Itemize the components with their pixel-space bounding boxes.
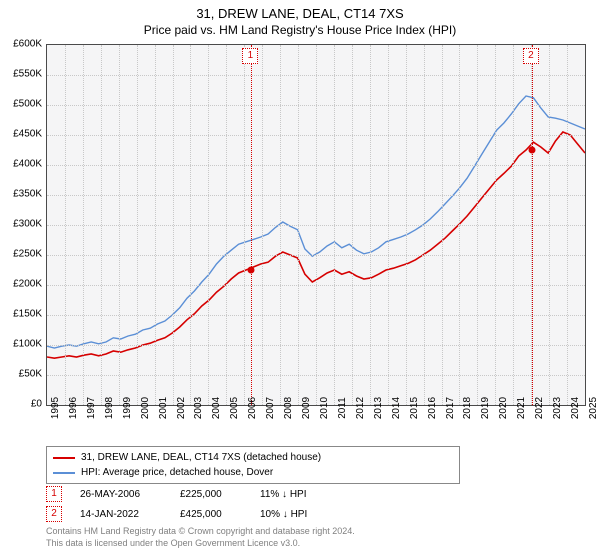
x-axis-label: 2014 <box>391 397 402 419</box>
y-axis-label: £100K <box>13 339 42 350</box>
x-axis-label: 2011 <box>337 397 348 419</box>
x-axis-label: 2017 <box>445 397 456 419</box>
event-date: 14-JAN-2022 <box>80 509 180 520</box>
event-row: 1 26-MAY-2006 £225,000 11% ↓ HPI <box>46 486 360 502</box>
event-marker-icon: 2 <box>46 506 62 522</box>
event-price: £225,000 <box>180 489 260 500</box>
x-axis-label: 1999 <box>122 397 133 419</box>
event-date: 26-MAY-2006 <box>80 489 180 500</box>
chart-marker: 2 <box>523 48 539 64</box>
event-delta: 10% ↓ HPI <box>260 509 360 520</box>
x-axis-label: 2002 <box>176 397 187 419</box>
price-dot <box>248 267 255 274</box>
x-axis-label: 2021 <box>516 397 527 419</box>
legend-swatch <box>53 472 75 474</box>
y-axis-label: £200K <box>13 279 42 290</box>
legend-item: 31, DREW LANE, DEAL, CT14 7XS (detached … <box>53 450 453 465</box>
chart-subtitle: Price paid vs. HM Land Registry's House … <box>0 23 600 39</box>
event-delta: 11% ↓ HPI <box>260 489 360 500</box>
y-axis-label: £0 <box>31 399 42 410</box>
x-axis-label: 2025 <box>588 397 599 419</box>
x-axis-label: 1996 <box>68 397 79 419</box>
x-axis-label: 2010 <box>319 397 330 419</box>
legend-item: HPI: Average price, detached house, Dove… <box>53 465 453 480</box>
event-row: 2 14-JAN-2022 £425,000 10% ↓ HPI <box>46 506 360 522</box>
plot-area <box>46 44 586 406</box>
y-axis-label: £150K <box>13 309 42 320</box>
legend: 31, DREW LANE, DEAL, CT14 7XS (detached … <box>46 446 460 484</box>
x-axis-label: 2023 <box>552 397 563 419</box>
x-axis-label: 2024 <box>570 397 581 419</box>
x-axis-label: 2012 <box>355 397 366 419</box>
footer: Contains HM Land Registry data © Crown c… <box>46 526 355 549</box>
chart-title: 31, DREW LANE, DEAL, CT14 7XS <box>0 6 600 23</box>
x-axis-label: 2006 <box>247 397 258 419</box>
legend-swatch <box>53 457 75 459</box>
x-axis-label: 1995 <box>50 397 61 419</box>
x-axis-label: 2007 <box>265 397 276 419</box>
y-axis-label: £450K <box>13 129 42 140</box>
x-axis-label: 2013 <box>373 397 384 419</box>
legend-label: HPI: Average price, detached house, Dove… <box>81 465 273 480</box>
x-axis-label: 2008 <box>283 397 294 419</box>
x-axis-label: 1997 <box>86 397 97 419</box>
x-axis-label: 1998 <box>104 397 115 419</box>
price-dot <box>528 147 535 154</box>
event-marker-icon: 1 <box>46 486 62 502</box>
x-axis-label: 2009 <box>301 397 312 419</box>
x-axis-label: 2020 <box>498 397 509 419</box>
x-axis-label: 2001 <box>158 397 169 419</box>
event-price: £425,000 <box>180 509 260 520</box>
y-axis-label: £500K <box>13 99 42 110</box>
y-axis-label: £300K <box>13 219 42 230</box>
legend-label: 31, DREW LANE, DEAL, CT14 7XS (detached … <box>81 450 321 465</box>
x-axis-label: 2000 <box>140 397 151 419</box>
y-axis-label: £250K <box>13 249 42 260</box>
x-axis-label: 2005 <box>229 397 240 419</box>
x-axis-label: 2016 <box>427 397 438 419</box>
x-axis-label: 2022 <box>534 397 545 419</box>
x-axis-label: 2018 <box>462 397 473 419</box>
chart-marker: 1 <box>242 48 258 64</box>
x-axis-label: 2015 <box>409 397 420 419</box>
footer-line: This data is licensed under the Open Gov… <box>46 538 355 550</box>
y-axis-label: £50K <box>19 369 42 380</box>
events-table: 1 26-MAY-2006 £225,000 11% ↓ HPI 2 14-JA… <box>46 486 360 526</box>
chart-container: 31, DREW LANE, DEAL, CT14 7XS Price paid… <box>0 0 600 560</box>
y-axis-label: £550K <box>13 69 42 80</box>
y-axis-label: £400K <box>13 159 42 170</box>
x-axis-label: 2004 <box>211 397 222 419</box>
y-axis-label: £350K <box>13 189 42 200</box>
footer-line: Contains HM Land Registry data © Crown c… <box>46 526 355 538</box>
x-axis-label: 2003 <box>193 397 204 419</box>
y-axis-label: £600K <box>13 39 42 50</box>
title-block: 31, DREW LANE, DEAL, CT14 7XS Price paid… <box>0 0 600 38</box>
x-axis-label: 2019 <box>480 397 491 419</box>
